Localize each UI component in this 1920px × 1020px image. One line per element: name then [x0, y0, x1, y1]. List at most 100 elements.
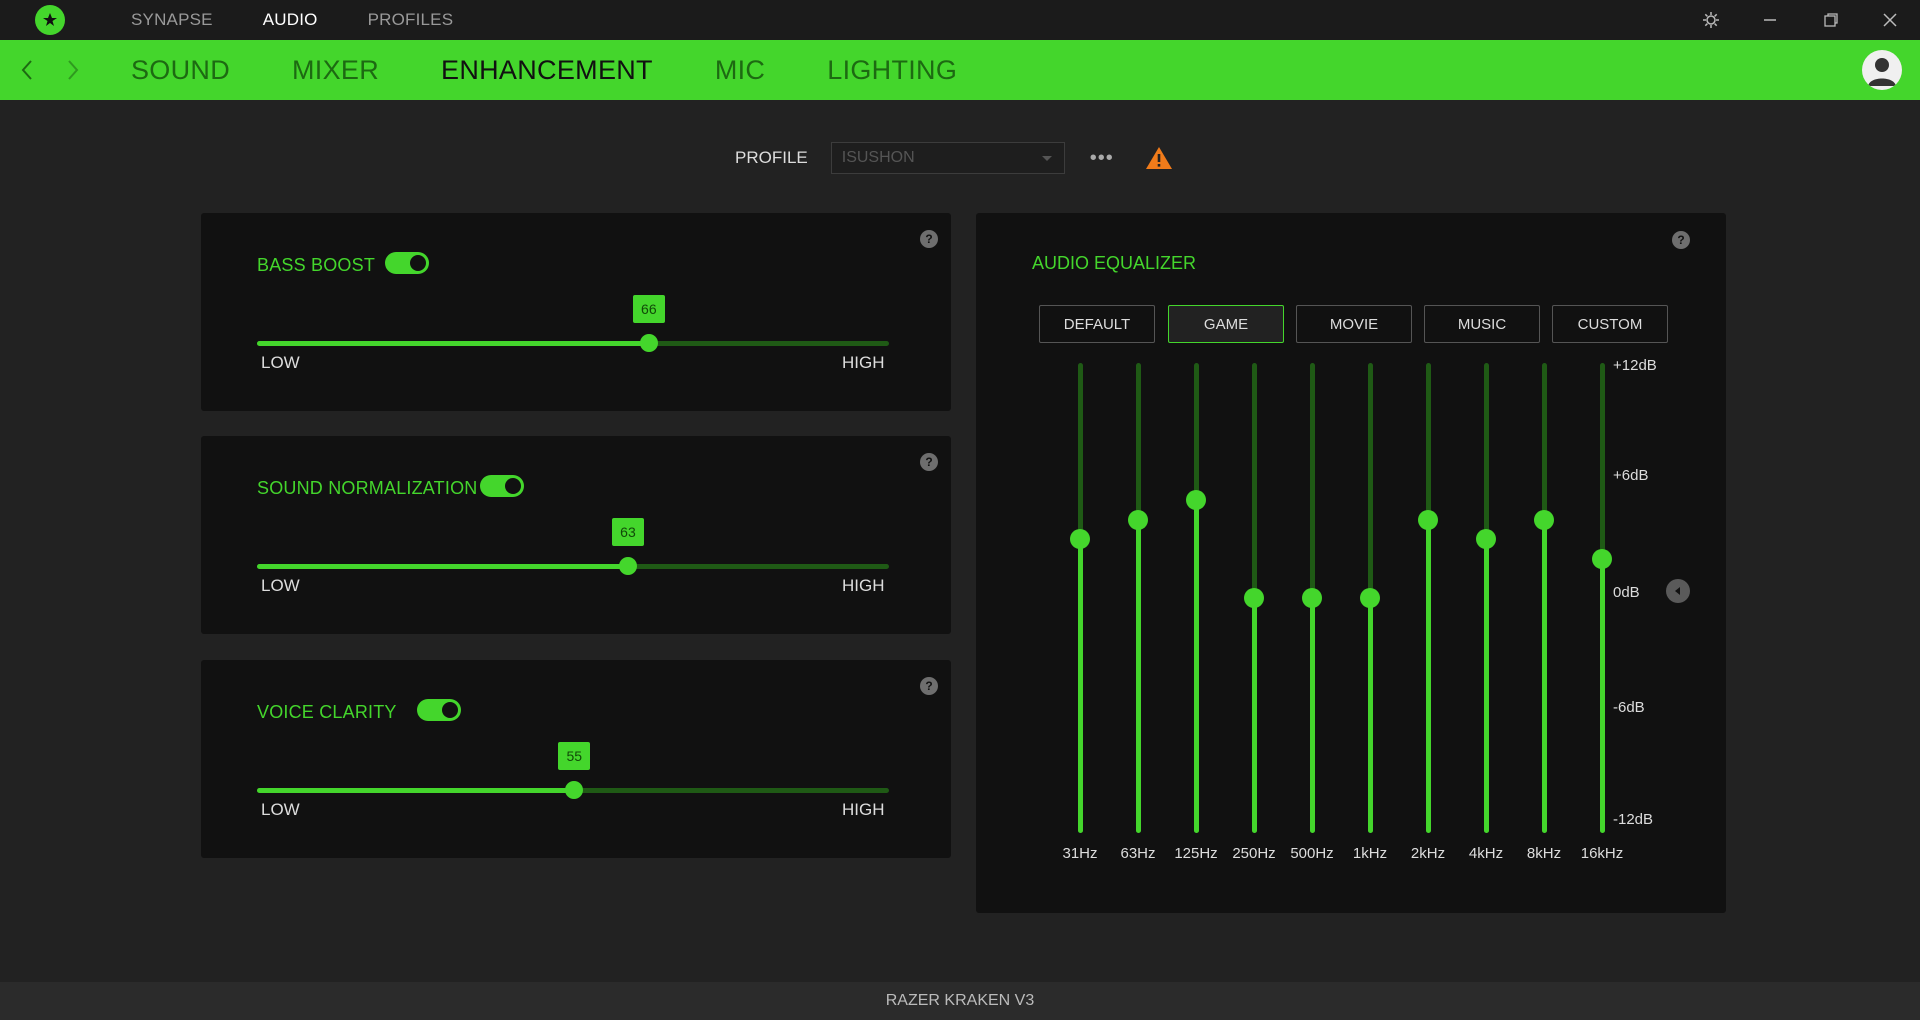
- settings-icon[interactable]: [1691, 0, 1731, 40]
- slider-thumb[interactable]: [565, 781, 584, 799]
- slider-thumb[interactable]: [639, 334, 658, 352]
- eq-freq-label: 500Hz: [1290, 845, 1334, 862]
- eq-band-250hz-slider[interactable]: [1234, 363, 1274, 833]
- eq-freq-label: 250Hz: [1232, 845, 1276, 862]
- eq-thumb[interactable]: [1360, 588, 1380, 608]
- profile-row: PROFILE ISUSHON •••: [735, 142, 1173, 174]
- db-label-plus6: +6dB: [1613, 467, 1649, 484]
- sound-normalization-panel: ? SOUND NORMALIZATION 63 LOW HIGH: [201, 436, 951, 634]
- slider-thumb[interactable]: [618, 557, 637, 575]
- razer-logo-icon[interactable]: [35, 5, 65, 35]
- top-nav-audio[interactable]: AUDIO: [262, 10, 318, 29]
- db-label-plus12: +12dB: [1613, 357, 1657, 374]
- restore-icon[interactable]: [1811, 0, 1851, 40]
- sound-normalization-toggle[interactable]: [480, 475, 525, 497]
- eq-band-4khz-slider[interactable]: [1466, 363, 1506, 833]
- slider-fill: [257, 564, 628, 569]
- bass-boost-title: BASS BOOST: [257, 255, 376, 275]
- bass-boost-toggle[interactable]: [385, 252, 429, 274]
- eq-thumb[interactable]: [1534, 509, 1554, 530]
- eq-thumb[interactable]: [1244, 588, 1264, 608]
- help-icon[interactable]: ?: [920, 677, 938, 695]
- slider-low-label: LOW: [261, 800, 300, 819]
- preset-custom-button[interactable]: CUSTOM: [1552, 305, 1668, 343]
- help-icon[interactable]: ?: [920, 453, 938, 471]
- minimize-icon[interactable]: [1750, 0, 1790, 40]
- forward-arrow-icon[interactable]: [58, 50, 88, 90]
- slider-value-badge: 63: [611, 518, 644, 546]
- eq-thumb[interactable]: [1592, 548, 1612, 569]
- equalizer-panel: ? AUDIO EQUALIZER DEFAULT GAME MOVIE MUS…: [976, 213, 1726, 913]
- eq-freq-label: 16kHz: [1580, 845, 1624, 862]
- eq-fill: [1078, 539, 1083, 833]
- eq-thumb[interactable]: [1302, 588, 1322, 608]
- eq-thumb[interactable]: [1418, 509, 1438, 530]
- eq-band-125hz-slider[interactable]: [1176, 363, 1216, 833]
- device-footer: RAZER KRAKEN V3: [0, 982, 1920, 1020]
- slider-fill: [257, 788, 575, 793]
- eq-band-1khz-slider[interactable]: [1350, 363, 1390, 833]
- reset-eq-icon[interactable]: [1666, 579, 1690, 603]
- eq-fill: [1310, 598, 1315, 833]
- profile-dropdown-value: ISUSHON: [841, 149, 915, 166]
- db-label-minus12: -12dB: [1613, 811, 1654, 828]
- preset-movie-button[interactable]: MOVIE: [1296, 305, 1412, 343]
- device-name: RAZER KRAKEN V3: [885, 992, 1035, 1009]
- chevron-down-icon: [1041, 156, 1052, 161]
- slider-high-label: HIGH: [842, 800, 885, 819]
- voice-clarity-toggle[interactable]: [416, 699, 461, 721]
- preset-music-button[interactable]: MUSIC: [1424, 305, 1540, 343]
- eq-fill: [1136, 519, 1141, 833]
- eq-band-500hz-slider[interactable]: [1292, 363, 1332, 833]
- eq-band-63hz-slider[interactable]: [1118, 363, 1158, 833]
- title-bar: SYNAPSE AUDIO PROFILES: [0, 0, 1920, 40]
- bass-boost-slider[interactable]: 66: [257, 295, 889, 352]
- slider-high-label: HIGH: [842, 576, 885, 595]
- sound-normalization-slider[interactable]: 63: [257, 518, 889, 575]
- top-nav-profiles[interactable]: PROFILES: [367, 10, 454, 29]
- eq-freq-label: 63Hz: [1120, 845, 1156, 862]
- eq-band-31hz-slider[interactable]: [1060, 363, 1100, 833]
- more-options-button[interactable]: •••: [1089, 146, 1114, 169]
- slider-fill: [257, 341, 649, 346]
- slider-value-badge: 66: [632, 295, 665, 323]
- eq-freq-label: 2kHz: [1410, 845, 1446, 862]
- eq-band-2khz-slider[interactable]: [1408, 363, 1448, 833]
- top-nav: SYNAPSE AUDIO PROFILES: [131, 0, 503, 40]
- tab-sound[interactable]: SOUND: [131, 54, 231, 85]
- eq-thumb[interactable]: [1070, 529, 1090, 550]
- tab-mic[interactable]: MIC: [714, 54, 766, 85]
- eq-thumb[interactable]: [1186, 490, 1206, 511]
- voice-clarity-slider[interactable]: 55: [257, 742, 889, 799]
- db-label-zero: 0dB: [1613, 584, 1640, 601]
- eq-freq-label: 1kHz: [1352, 845, 1388, 862]
- equalizer-title: AUDIO EQUALIZER: [1032, 253, 1197, 273]
- warning-icon[interactable]: [1145, 146, 1173, 170]
- slider-low-label: LOW: [261, 576, 300, 595]
- slider-low-label: LOW: [261, 353, 300, 372]
- back-arrow-icon[interactable]: [12, 50, 42, 90]
- sub-nav-bar: SOUND MIXER ENHANCEMENT MIC LIGHTING: [0, 40, 1920, 100]
- tab-mixer[interactable]: MIXER: [292, 54, 380, 85]
- sub-nav: SOUND MIXER ENHANCEMENT MIC LIGHTING: [131, 40, 1019, 100]
- sound-normalization-title: SOUND NORMALIZATION: [257, 478, 478, 498]
- preset-default-button[interactable]: DEFAULT: [1039, 305, 1155, 343]
- close-icon[interactable]: [1870, 0, 1910, 40]
- profile-dropdown[interactable]: ISUSHON: [830, 142, 1065, 174]
- eq-freq-label: 125Hz: [1174, 845, 1218, 862]
- help-icon[interactable]: ?: [1672, 231, 1690, 249]
- eq-freq-label: 31Hz: [1062, 845, 1098, 862]
- top-nav-synapse[interactable]: SYNAPSE: [131, 10, 213, 29]
- user-avatar-icon[interactable]: [1862, 50, 1902, 90]
- eq-thumb[interactable]: [1128, 509, 1148, 530]
- eq-band-8khz-slider[interactable]: [1524, 363, 1564, 833]
- preset-game-button[interactable]: GAME: [1168, 305, 1284, 343]
- tab-lighting[interactable]: LIGHTING: [827, 54, 958, 85]
- help-icon[interactable]: ?: [920, 230, 938, 248]
- eq-thumb[interactable]: [1476, 529, 1496, 550]
- profile-label: PROFILE: [735, 148, 808, 167]
- eq-fill: [1426, 519, 1431, 833]
- tab-enhancement[interactable]: ENHANCEMENT: [441, 54, 653, 85]
- eq-band-16khz-slider[interactable]: [1582, 363, 1622, 833]
